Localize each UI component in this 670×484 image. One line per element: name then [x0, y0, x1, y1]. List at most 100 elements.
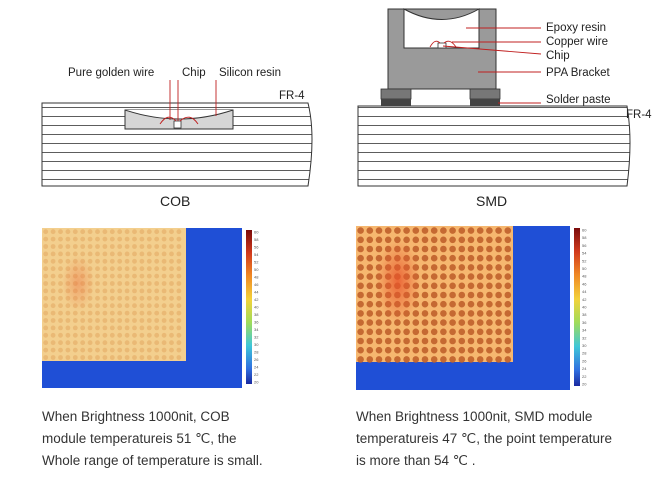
led-dot [139, 355, 145, 360]
led-dot [72, 244, 78, 249]
led-dot [117, 251, 123, 257]
led-dot [366, 319, 374, 326]
cob-label-board: FR-4 [279, 90, 305, 102]
led-dot [169, 310, 174, 316]
led-dot [146, 303, 152, 309]
led-dot [169, 251, 174, 257]
led-dot [154, 273, 160, 279]
led-dot [458, 346, 466, 354]
led-dot [87, 251, 93, 257]
led-dot [375, 328, 383, 336]
led-dot [366, 282, 374, 290]
scale-tick-label: 60 [254, 230, 259, 235]
led-dot [458, 310, 466, 317]
led-dot [132, 318, 137, 323]
smd-caption-line: temperatureis 47 ℃, the point temperatur… [356, 431, 613, 446]
smd-solder-right [470, 99, 500, 106]
led-dot [486, 346, 493, 354]
scale-tick-label: 30 [582, 343, 587, 348]
led-dot [161, 236, 167, 242]
led-dot [449, 346, 456, 354]
led-dot [176, 281, 182, 286]
led-dot [58, 229, 63, 235]
led-dot [476, 227, 484, 234]
led-dot [124, 295, 130, 301]
led-dot [421, 227, 429, 234]
led-dot [504, 328, 512, 336]
led-dot [486, 227, 493, 234]
led-dot [430, 291, 438, 299]
led-dot [375, 356, 383, 363]
led-dot [412, 346, 420, 354]
led-dot [495, 356, 502, 363]
led-dot [72, 355, 78, 360]
led-dot [43, 244, 49, 249]
cob-golden-wire [159, 116, 199, 125]
led-dot [495, 273, 502, 280]
led-dot [357, 337, 364, 345]
led-dot [495, 319, 502, 326]
led-dot [65, 229, 71, 235]
led-dot [58, 303, 63, 309]
led-dot [421, 356, 429, 363]
led-dot [80, 229, 86, 235]
led-dot [95, 266, 100, 272]
led-dot [430, 300, 438, 308]
cob-label-wire: Pure golden wire [68, 67, 154, 79]
led-dot [109, 303, 115, 309]
led-dot [169, 295, 174, 301]
led-dot [95, 347, 100, 353]
led-dot [357, 291, 364, 299]
led-dot [87, 355, 93, 360]
led-dot [161, 332, 167, 338]
led-dot [421, 254, 429, 262]
led-dot [366, 227, 374, 234]
led-dot [176, 288, 182, 294]
led-dot [124, 288, 130, 294]
led-dot [43, 229, 49, 235]
led-dot [58, 295, 63, 301]
led-dot [421, 310, 429, 317]
led-dot [486, 328, 493, 336]
scale-tick-label: 30 [254, 342, 259, 347]
led-dot [124, 273, 130, 279]
led-dot [95, 258, 100, 264]
led-dot [421, 236, 429, 244]
led-dot [154, 310, 160, 316]
led-dot [394, 227, 401, 234]
led-dot [375, 236, 383, 244]
led-dot [403, 337, 410, 345]
led-dot [458, 245, 466, 253]
led-dot [102, 281, 108, 286]
led-dot [449, 291, 456, 299]
led-dot [87, 236, 93, 242]
led-dot [146, 251, 152, 257]
led-dot [394, 356, 401, 363]
led-dot [169, 318, 174, 323]
led-dot [132, 310, 137, 316]
led-dot [65, 325, 71, 331]
led-dot [146, 258, 152, 264]
led-dot [476, 328, 484, 336]
led-dot [65, 332, 71, 338]
led-dot [43, 325, 49, 331]
led-dot [161, 266, 167, 272]
led-dot [50, 236, 56, 242]
scale-tick-label: 38 [582, 312, 587, 317]
led-dot [161, 281, 167, 286]
led-dot [357, 227, 364, 234]
smd-caption-line: is more than 54 ℃ . [356, 453, 476, 468]
cob-caption-line: When Brightness 1000nit, COB [42, 409, 230, 424]
led-dot [50, 258, 56, 264]
led-dot [421, 291, 429, 299]
led-dot [109, 310, 115, 316]
led-dot [449, 337, 456, 345]
led-dot [458, 282, 466, 290]
led-dot [72, 318, 78, 323]
led-dot [154, 258, 160, 264]
led-dot [357, 236, 364, 244]
led-dot [102, 273, 108, 279]
led-dot [169, 340, 174, 346]
led-dot [504, 264, 512, 271]
led-dot [102, 303, 108, 309]
